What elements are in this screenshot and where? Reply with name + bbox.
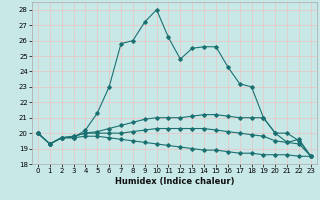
X-axis label: Humidex (Indice chaleur): Humidex (Indice chaleur) [115,177,234,186]
